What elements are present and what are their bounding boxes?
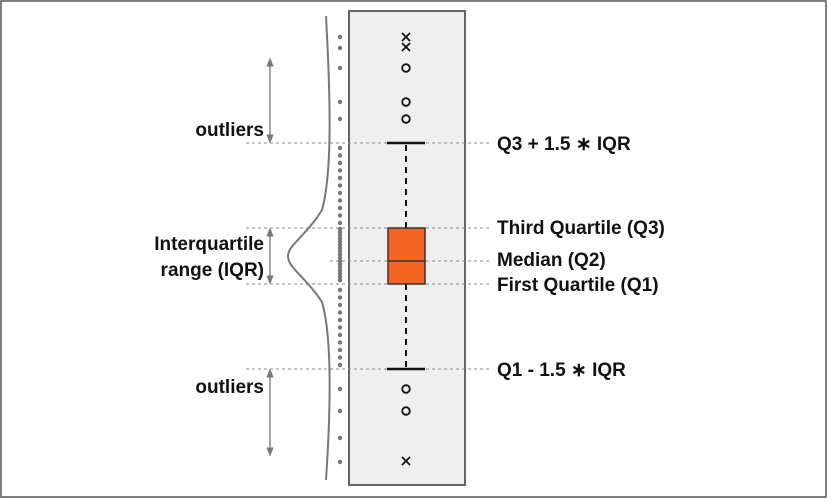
outlier-circle-marker (401, 114, 411, 124)
data-dot (337, 246, 343, 251)
data-dot (337, 265, 343, 270)
data-dot (337, 287, 343, 293)
data-dot (337, 271, 343, 276)
data-dot (337, 295, 343, 300)
extreme-outlier-x-marker (401, 32, 411, 42)
data-dot (337, 233, 343, 238)
data-dot (337, 168, 343, 173)
third-quartile-label: Third Quartile (Q3) (497, 218, 665, 239)
outlier-circle-marker (401, 63, 411, 73)
outlier-circle-marker (401, 97, 411, 107)
data-dot (337, 99, 343, 105)
data-dot (337, 239, 343, 244)
data-dot (337, 236, 343, 241)
boxplot-panel (348, 10, 466, 486)
data-dot (337, 332, 343, 338)
data-dot (337, 198, 343, 203)
distribution-curve (286, 15, 331, 481)
upper-fence-label: Q3 + 1.5 ∗ IQR (497, 134, 631, 155)
data-dot (337, 317, 343, 323)
data-dot (337, 268, 343, 273)
outlier-markers (401, 32, 411, 466)
data-dot (337, 255, 343, 260)
outlier-circle-marker (401, 384, 411, 394)
lower-fence-label: Q1 - 1.5 ∗ IQR (497, 360, 626, 381)
data-dot (337, 355, 343, 360)
data-dot (337, 258, 343, 264)
guide-lines (246, 142, 492, 370)
data-dot (337, 145, 343, 151)
outliers-top-label: outliers (195, 120, 264, 141)
iqr-label-line1: Interquartile (154, 234, 264, 255)
extreme-outlier-x-marker (401, 456, 411, 466)
data-dot (337, 310, 343, 315)
data-dot (337, 262, 343, 267)
data-dot (337, 386, 343, 392)
data-dot (337, 213, 343, 218)
data-dot (337, 340, 343, 345)
data-dot (337, 408, 343, 414)
data-dot (337, 435, 343, 441)
data-dot (337, 175, 343, 181)
data-dot (337, 242, 343, 248)
median-label: Median (Q2) (497, 250, 606, 271)
data-dot (337, 226, 343, 232)
data-dots (337, 34, 343, 465)
data-dot (337, 302, 343, 308)
data-dot (337, 459, 343, 465)
data-dot (337, 45, 343, 51)
data-dot (337, 190, 343, 196)
outlier-circle-marker (401, 406, 411, 416)
data-dot (337, 325, 343, 330)
data-dot (337, 160, 343, 166)
outliers-bottom-label: outliers (195, 377, 264, 398)
iqr-box (387, 227, 426, 285)
data-dot (337, 65, 343, 71)
first-quartile-label: First Quartile (Q1) (497, 275, 659, 296)
data-dot (337, 153, 343, 158)
data-dot (337, 116, 343, 122)
data-dot (337, 347, 343, 353)
data-dot (337, 274, 343, 280)
data-dot (337, 205, 343, 211)
data-dot (337, 278, 343, 283)
data-dot (337, 362, 343, 368)
data-dot (337, 230, 343, 235)
data-dot (337, 34, 343, 40)
data-dot (337, 252, 343, 257)
data-dot (337, 183, 343, 188)
iqr-label-line2: range (IQR) (161, 260, 264, 281)
extreme-outlier-x-marker (401, 42, 411, 52)
data-dot (337, 249, 343, 254)
data-dot (337, 220, 343, 226)
